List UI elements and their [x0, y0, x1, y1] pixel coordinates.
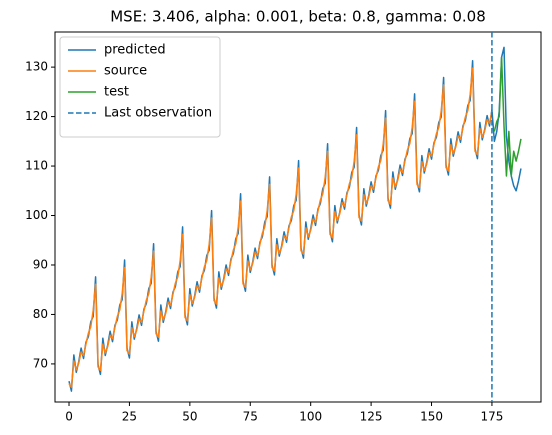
x-tick-label: 75 [243, 410, 258, 424]
legend-label: source [104, 64, 147, 79]
legend-label: predicted [104, 43, 166, 58]
y-tick-label: 90 [33, 257, 48, 271]
y-tick-label: 130 [25, 60, 48, 74]
x-tick-label: 100 [299, 410, 322, 424]
legend-label: test [104, 85, 129, 100]
chart-title: MSE: 3.406, alpha: 0.001, beta: 0.8, gam… [110, 8, 486, 26]
x-tick-label: 50 [182, 410, 197, 424]
series-line [68, 67, 493, 388]
plot-frame [54, 31, 542, 403]
y-tick-label: 100 [25, 208, 48, 222]
series-line [493, 56, 522, 177]
legend-box [59, 36, 221, 138]
y-tick-label: 70 [33, 356, 48, 370]
x-tick-label: 25 [122, 410, 137, 424]
y-tick-label: 80 [33, 307, 48, 321]
x-tick-label: 175 [480, 410, 503, 424]
x-tick-label: 150 [420, 410, 443, 424]
x-tick-label: 125 [360, 410, 383, 424]
y-tick-label: 120 [25, 109, 48, 123]
y-tick-label: 110 [25, 159, 48, 173]
x-tick-label: 0 [65, 410, 73, 424]
legend-label: Last observation [104, 106, 212, 121]
